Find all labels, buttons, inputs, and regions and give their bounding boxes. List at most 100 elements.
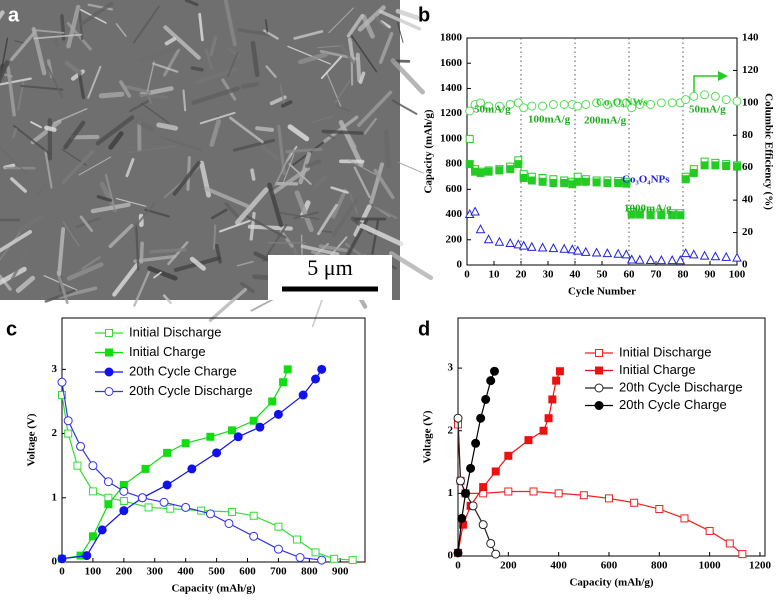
legend-marker xyxy=(594,383,604,393)
data-point xyxy=(614,179,623,188)
sem-fiber xyxy=(163,25,201,60)
plot-frame xyxy=(466,37,738,266)
sem-fiber xyxy=(66,262,104,281)
data-point xyxy=(667,255,678,265)
sem-fiber xyxy=(137,45,180,63)
data-point xyxy=(548,395,557,404)
legend-marker xyxy=(104,387,114,396)
data-point xyxy=(668,211,677,220)
data-point xyxy=(627,210,636,219)
y2-tick-label: 120 xyxy=(742,64,759,76)
sem-fiber xyxy=(325,132,336,140)
x-tick-label: 0 xyxy=(455,560,461,572)
sem-fiber xyxy=(199,111,236,125)
data-point xyxy=(537,242,548,252)
data-point xyxy=(295,553,305,563)
sem-fiber xyxy=(397,22,404,43)
sem-fiber xyxy=(0,266,27,286)
data-point xyxy=(602,99,612,109)
sem-fiber xyxy=(378,32,394,64)
sem-fiber xyxy=(6,66,16,117)
data-point xyxy=(514,160,523,169)
data-point xyxy=(544,414,553,423)
data-point xyxy=(524,436,533,445)
sem-fiber xyxy=(147,265,178,281)
data-point xyxy=(249,511,258,520)
data-point xyxy=(88,532,97,541)
sem-fiber xyxy=(265,65,277,78)
data-point xyxy=(710,251,721,261)
data-point xyxy=(162,480,172,490)
legend-label: 20th Cycle Charge xyxy=(129,363,237,378)
data-point xyxy=(711,161,720,170)
data-point xyxy=(212,448,222,458)
data-point xyxy=(233,432,243,442)
data-point xyxy=(567,244,578,254)
y-tick-label: 1 xyxy=(52,491,58,503)
data-point xyxy=(554,489,563,498)
y-tick-label: 1600 xyxy=(440,57,463,69)
sem-fiber xyxy=(96,195,113,202)
data-point xyxy=(476,98,485,108)
sem-fiber xyxy=(335,105,351,112)
data-point xyxy=(552,376,561,385)
x-tick-label: 30 xyxy=(543,269,555,281)
data-point xyxy=(137,493,147,503)
x-tick-label: 50 xyxy=(597,269,609,281)
y-axis-label: Voltage (V) xyxy=(26,413,38,466)
data-point xyxy=(298,390,308,400)
sem-fiber xyxy=(261,145,279,161)
sem-fiber xyxy=(311,115,335,124)
data-point xyxy=(466,463,476,473)
legend-marker xyxy=(105,348,113,357)
x-tick-label: 300 xyxy=(147,566,164,578)
x-tick-label: 60 xyxy=(624,269,636,281)
x-tick-label: 0 xyxy=(464,269,470,281)
data-point xyxy=(465,106,475,116)
sem-fiber xyxy=(46,65,64,99)
sem-fiber xyxy=(246,215,287,239)
data-point xyxy=(103,477,113,487)
sem-fiber xyxy=(44,149,53,189)
sem-fiber xyxy=(133,270,150,307)
sem-fiber xyxy=(223,0,237,47)
legend-label: Initial Charge xyxy=(129,344,206,359)
data-point xyxy=(667,98,677,108)
data-point xyxy=(519,173,528,182)
data-point xyxy=(504,487,513,496)
sem-texture xyxy=(0,0,434,328)
data-point xyxy=(478,520,488,530)
data-point xyxy=(675,255,686,265)
sem-fiber xyxy=(12,127,18,139)
data-point xyxy=(205,509,215,519)
y-tick-label: 2 xyxy=(448,424,454,436)
sem-fiber xyxy=(152,62,179,73)
x-tick-label: 1200 xyxy=(749,560,772,572)
sem-fiber xyxy=(250,40,260,78)
y-tick-label: 600 xyxy=(446,183,463,195)
annotation: 50mA/g xyxy=(689,104,726,116)
x-tick-label: 80 xyxy=(678,269,690,281)
data-point xyxy=(646,99,656,109)
y-axis-label: Capacity (mAh/g) xyxy=(423,109,435,193)
sem-fiber xyxy=(66,4,81,49)
data-point xyxy=(635,99,645,109)
sem-fiber xyxy=(79,1,114,26)
data-point xyxy=(494,236,505,246)
y2-tick-label: 100 xyxy=(742,96,759,108)
sem-fiber xyxy=(61,149,95,184)
x-axis-label: Capacity (mAh/g) xyxy=(569,577,653,589)
data-point xyxy=(657,211,666,220)
data-point xyxy=(627,103,637,113)
data-point xyxy=(518,240,529,250)
sem-fiber xyxy=(350,34,378,73)
sem-fiber xyxy=(10,30,37,61)
data-point xyxy=(710,91,720,101)
sem-fiber xyxy=(317,203,338,236)
sem-fiber xyxy=(388,251,434,281)
sem-fiber xyxy=(285,147,323,154)
sem-fiber xyxy=(57,227,66,276)
sem-fiber xyxy=(211,208,228,220)
sem-fiber xyxy=(330,186,349,194)
sem-fiber xyxy=(390,58,425,95)
